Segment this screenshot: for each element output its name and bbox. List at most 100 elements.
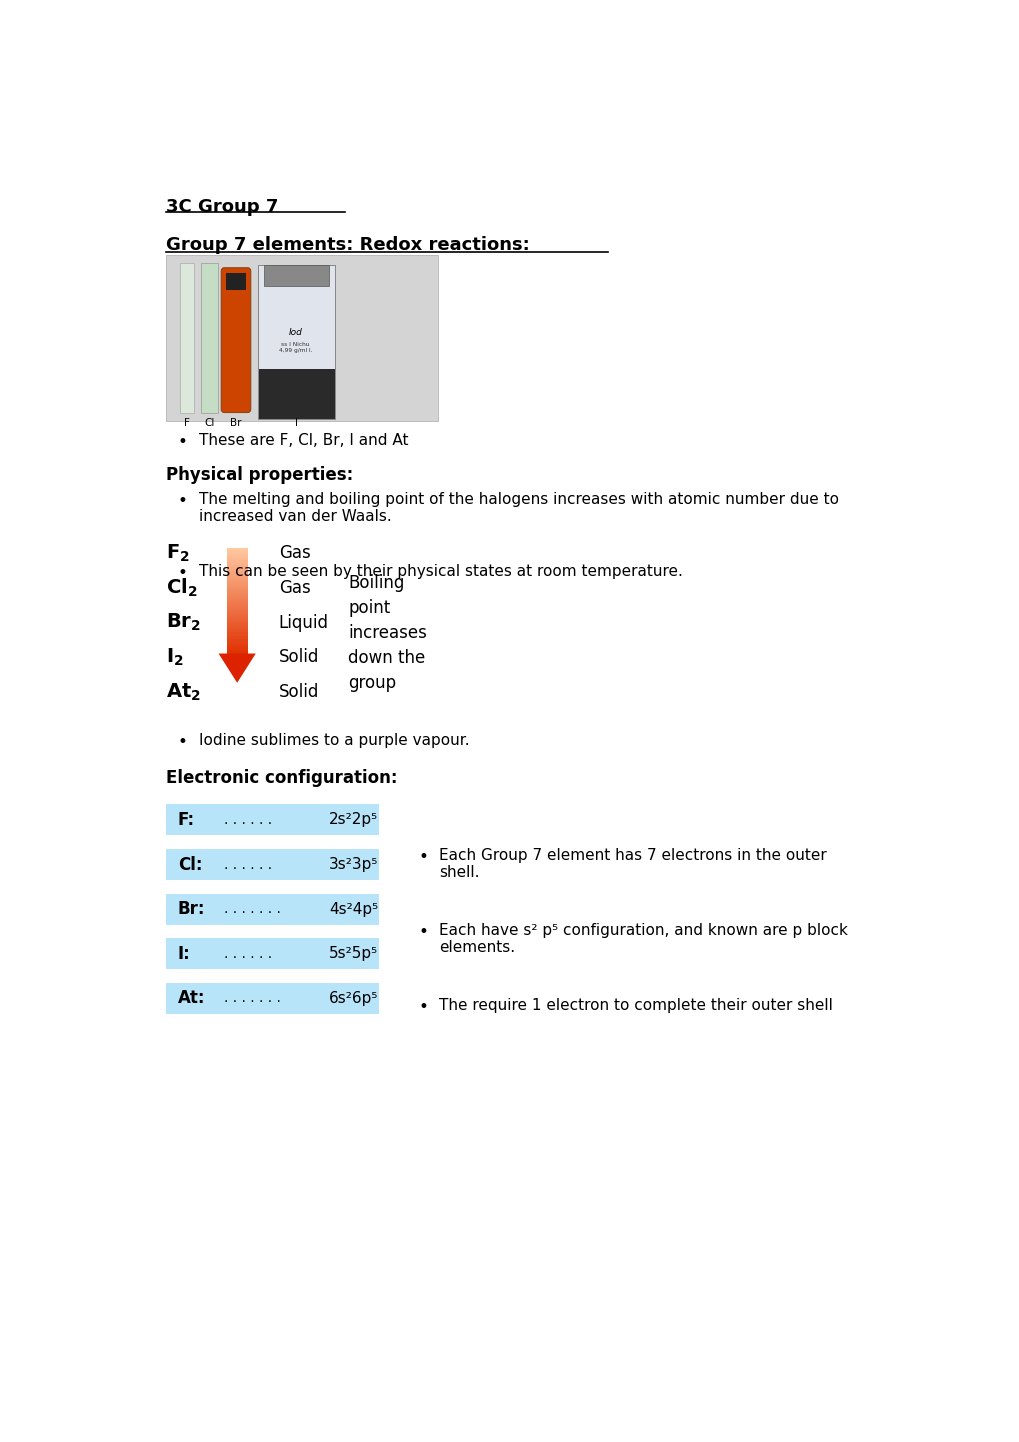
Bar	[226, 630, 248, 633]
Bar	[226, 554, 248, 555]
Text: $\mathbf{Br_2}$: $\mathbf{Br_2}$	[166, 611, 201, 633]
Bar	[226, 587, 248, 588]
Text: I: I	[294, 418, 298, 428]
Bar	[226, 548, 248, 549]
FancyBboxPatch shape	[264, 265, 329, 286]
FancyBboxPatch shape	[166, 849, 379, 880]
Text: F: F	[184, 418, 190, 428]
Text: Each have s² p⁵ configuration, and known are p block
elements.: Each have s² p⁵ configuration, and known…	[438, 923, 847, 956]
Bar	[226, 559, 248, 562]
FancyBboxPatch shape	[201, 262, 218, 414]
Bar	[226, 607, 248, 610]
Text: . . . . . . .: . . . . . . .	[224, 992, 281, 1005]
Text: At:: At:	[177, 989, 205, 1008]
Text: Boiling
point
increases
down the
group: Boiling point increases down the group	[348, 574, 427, 692]
Bar	[226, 564, 248, 565]
Text: Physical properties:: Physical properties:	[166, 466, 354, 483]
Text: Gas: Gas	[278, 545, 310, 562]
Text: Iodine sublimes to a purple vapour.: Iodine sublimes to a purple vapour.	[199, 733, 469, 748]
Bar	[226, 642, 248, 643]
Bar	[226, 597, 248, 598]
Text: $\mathbf{F_2}$: $\mathbf{F_2}$	[166, 542, 190, 564]
Bar	[226, 603, 248, 604]
Bar	[226, 551, 248, 554]
Bar	[226, 639, 248, 642]
Bar	[226, 627, 248, 629]
Text: Iod: Iod	[288, 327, 303, 337]
Bar	[226, 626, 248, 627]
Text: Cl:: Cl:	[177, 855, 202, 874]
Text: •: •	[177, 733, 187, 751]
Bar	[226, 604, 248, 606]
Bar	[226, 629, 248, 630]
Text: Solid: Solid	[278, 649, 319, 666]
Bar	[226, 610, 248, 611]
Text: Group 7 elements: Redox reactions:: Group 7 elements: Redox reactions:	[166, 236, 530, 254]
Bar	[226, 622, 248, 623]
FancyBboxPatch shape	[180, 262, 194, 414]
FancyBboxPatch shape	[166, 939, 379, 969]
Text: 4s²4p⁵: 4s²4p⁵	[329, 901, 378, 917]
Text: $\mathbf{Cl_2}$: $\mathbf{Cl_2}$	[166, 577, 198, 600]
Text: •: •	[177, 492, 187, 510]
Text: Br:: Br:	[177, 900, 205, 919]
Bar	[226, 623, 248, 626]
Text: 3C Group 7: 3C Group 7	[166, 198, 278, 216]
Bar	[226, 637, 248, 639]
Bar	[226, 606, 248, 609]
Bar	[226, 645, 248, 646]
Bar	[226, 652, 248, 653]
Bar	[226, 596, 248, 597]
Text: Electronic configuration:: Electronic configuration:	[166, 769, 397, 787]
Text: 5s²5p⁵: 5s²5p⁵	[329, 946, 378, 962]
Bar	[226, 549, 248, 551]
Text: Gas: Gas	[278, 580, 310, 597]
Text: . . . . . .: . . . . . .	[224, 947, 272, 960]
Text: 3s²3p⁵: 3s²3p⁵	[329, 857, 378, 872]
Bar	[226, 585, 248, 587]
Bar	[226, 594, 248, 596]
Text: Cl: Cl	[204, 418, 215, 428]
FancyBboxPatch shape	[166, 805, 379, 835]
Bar	[226, 650, 248, 652]
Bar	[226, 575, 248, 578]
Bar	[226, 558, 248, 561]
Text: . . . . . .: . . . . . .	[224, 813, 272, 826]
Bar	[226, 647, 248, 650]
Bar	[226, 562, 248, 564]
Bar	[226, 555, 248, 557]
FancyBboxPatch shape	[166, 255, 437, 421]
Text: . . . . . . .: . . . . . . .	[224, 903, 281, 916]
Bar	[226, 571, 248, 572]
Text: Br: Br	[230, 418, 242, 428]
Text: 2s²2p⁵: 2s²2p⁵	[329, 812, 378, 828]
FancyBboxPatch shape	[259, 369, 335, 420]
Bar	[226, 581, 248, 583]
Text: 6s²6p⁵: 6s²6p⁵	[329, 991, 378, 1007]
Bar	[226, 634, 248, 636]
Bar	[226, 578, 248, 580]
FancyBboxPatch shape	[225, 273, 246, 290]
Text: Solid: Solid	[278, 684, 319, 701]
Text: •: •	[177, 433, 187, 450]
Bar	[226, 613, 248, 614]
Text: The require 1 electron to complete their outer shell: The require 1 electron to complete their…	[438, 998, 833, 1014]
Bar	[226, 570, 248, 571]
FancyBboxPatch shape	[258, 265, 335, 420]
Text: •: •	[177, 564, 187, 583]
Bar	[226, 567, 248, 570]
Polygon shape	[218, 653, 256, 682]
Bar	[226, 583, 248, 585]
Text: •: •	[418, 848, 428, 865]
Text: ss I Nichu
4,99 g/ml l.: ss I Nichu 4,99 g/ml l.	[278, 342, 312, 353]
Text: •: •	[418, 998, 428, 1017]
Text: •: •	[418, 923, 428, 942]
Bar	[226, 580, 248, 581]
Text: I:: I:	[177, 945, 191, 963]
Bar	[226, 565, 248, 567]
Text: F:: F:	[177, 810, 195, 829]
FancyBboxPatch shape	[221, 268, 251, 412]
Bar	[226, 574, 248, 577]
Bar	[226, 611, 248, 613]
Bar	[226, 614, 248, 617]
